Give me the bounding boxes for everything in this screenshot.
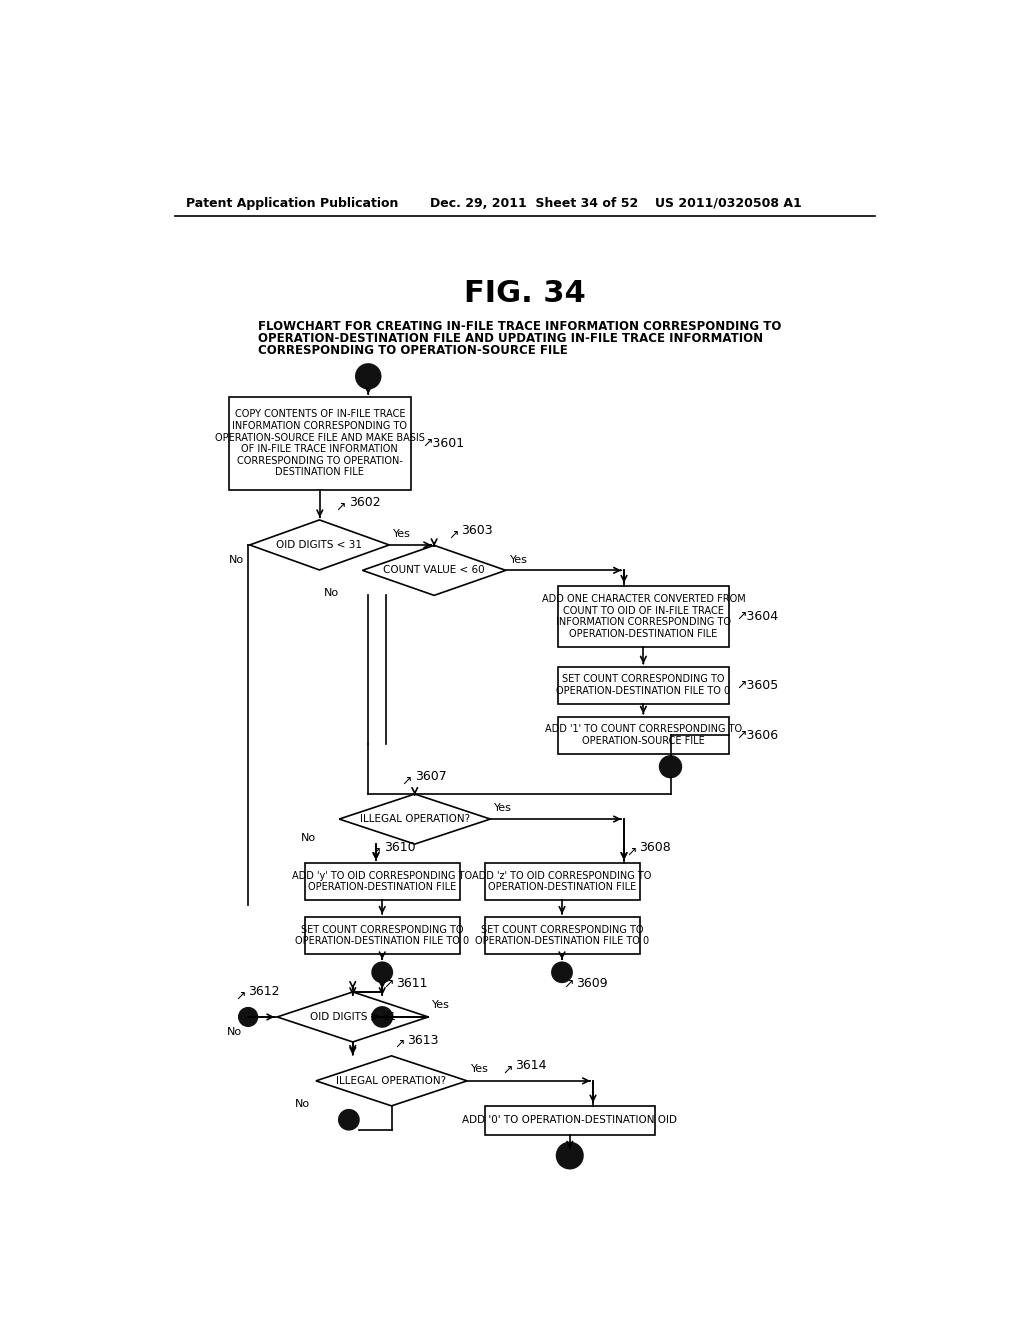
Text: SET COUNT CORRESPONDING TO
OPERATION-DESTINATION FILE TO 0: SET COUNT CORRESPONDING TO OPERATION-DES… (475, 924, 649, 946)
FancyBboxPatch shape (558, 667, 729, 704)
Text: 3608: 3608 (640, 841, 672, 854)
Polygon shape (316, 1056, 467, 1106)
Text: No: No (226, 1027, 242, 1038)
Circle shape (372, 962, 392, 982)
Text: ↗3606: ↗3606 (736, 729, 778, 742)
Polygon shape (339, 795, 490, 843)
Text: OPERATION-DESTINATION FILE AND UPDATING IN-FILE TRACE INFORMATION: OPERATION-DESTINATION FILE AND UPDATING … (258, 333, 763, 345)
Text: 3607: 3607 (415, 770, 446, 783)
Text: SET COUNT CORRESPONDING TO
OPERATION-DESTINATION FILE TO 0: SET COUNT CORRESPONDING TO OPERATION-DES… (556, 675, 730, 696)
Text: 3610: 3610 (384, 841, 416, 854)
Text: COPY CONTENTS OF IN-FILE TRACE
INFORMATION CORRESPONDING TO
OPERATION-SOURCE FIL: COPY CONTENTS OF IN-FILE TRACE INFORMATI… (215, 409, 425, 478)
Text: ↗: ↗ (336, 500, 346, 513)
Polygon shape (250, 520, 389, 570)
Text: SET COUNT CORRESPONDING TO
OPERATION-DESTINATION FILE TO 0: SET COUNT CORRESPONDING TO OPERATION-DES… (295, 924, 469, 946)
Text: No: No (324, 589, 339, 598)
Text: ↗3605: ↗3605 (736, 678, 778, 692)
Text: ADD '1' TO COUNT CORRESPONDING TO
OPERATION-SOURCE FILE: ADD '1' TO COUNT CORRESPONDING TO OPERAT… (545, 725, 742, 746)
Text: Dec. 29, 2011  Sheet 34 of 52: Dec. 29, 2011 Sheet 34 of 52 (430, 197, 639, 210)
Text: ADD 'z' TO OID CORRESPONDING TO
OPERATION-DESTINATION FILE: ADD 'z' TO OID CORRESPONDING TO OPERATIO… (472, 871, 651, 892)
Text: ADD 'y' TO OID CORRESPONDING TO
OPERATION-DESTINATION FILE: ADD 'y' TO OID CORRESPONDING TO OPERATIO… (292, 871, 472, 892)
Text: ↗: ↗ (449, 528, 459, 541)
Text: Yes: Yes (432, 999, 451, 1010)
Circle shape (552, 962, 572, 982)
Polygon shape (362, 545, 506, 595)
Text: No: No (229, 556, 245, 565)
FancyBboxPatch shape (558, 586, 729, 647)
FancyBboxPatch shape (558, 717, 729, 754)
Text: ↗: ↗ (401, 775, 412, 788)
Text: ADD '0' TO OPERATION-DESTINATION OID: ADD '0' TO OPERATION-DESTINATION OID (462, 1115, 677, 1125)
Text: No: No (301, 833, 316, 843)
Text: ↗: ↗ (383, 977, 393, 990)
Text: ↗3601: ↗3601 (423, 437, 465, 450)
Text: 3613: 3613 (407, 1034, 438, 1047)
Text: ILLEGAL OPERATION?: ILLEGAL OPERATION? (359, 814, 470, 824)
Text: OID DIGITS = 31: OID DIGITS = 31 (309, 1012, 395, 1022)
FancyBboxPatch shape (484, 917, 640, 954)
Text: 3614: 3614 (515, 1059, 547, 1072)
Text: ILLEGAL OPERATION?: ILLEGAL OPERATION? (337, 1076, 446, 1086)
Text: ↗: ↗ (371, 846, 381, 859)
Text: FLOWCHART FOR CREATING IN-FILE TRACE INFORMATION CORRESPONDING TO: FLOWCHART FOR CREATING IN-FILE TRACE INF… (258, 319, 781, 333)
Text: OID DIGITS < 31: OID DIGITS < 31 (276, 540, 362, 550)
Text: ADD ONE CHARACTER CONVERTED FROM
COUNT TO OID OF IN-FILE TRACE
INFORMATION CORRE: ADD ONE CHARACTER CONVERTED FROM COUNT T… (542, 594, 745, 639)
Text: ↗: ↗ (503, 1064, 513, 1077)
Text: 3609: 3609 (575, 977, 607, 990)
Text: Yes: Yes (510, 554, 527, 565)
Text: COUNT VALUE < 60: COUNT VALUE < 60 (383, 565, 485, 576)
Text: ↗: ↗ (234, 990, 246, 1003)
Circle shape (372, 1007, 392, 1027)
Text: Patent Application Publication: Patent Application Publication (186, 197, 398, 210)
Text: FIG. 34: FIG. 34 (464, 279, 586, 308)
Text: ↗: ↗ (394, 1038, 404, 1051)
Text: Yes: Yes (471, 1064, 488, 1073)
FancyBboxPatch shape (305, 863, 460, 900)
Text: ↗3604: ↗3604 (736, 610, 778, 623)
Text: ↗: ↗ (627, 846, 637, 859)
Text: 3602: 3602 (349, 496, 381, 510)
Text: Yes: Yes (393, 529, 411, 539)
FancyBboxPatch shape (228, 397, 411, 490)
Text: 3611: 3611 (396, 977, 428, 990)
Text: 3612: 3612 (248, 985, 280, 998)
Circle shape (557, 1142, 583, 1168)
FancyBboxPatch shape (484, 1106, 655, 1135)
Polygon shape (278, 991, 428, 1041)
Text: No: No (295, 1100, 309, 1109)
Text: US 2011/0320508 A1: US 2011/0320508 A1 (655, 197, 802, 210)
FancyBboxPatch shape (484, 863, 640, 900)
FancyBboxPatch shape (305, 917, 460, 954)
Text: ↗: ↗ (563, 977, 573, 990)
Circle shape (339, 1110, 359, 1130)
Text: Yes: Yes (495, 804, 512, 813)
Text: CORRESPONDING TO OPERATION-SOURCE FILE: CORRESPONDING TO OPERATION-SOURCE FILE (258, 345, 568, 358)
Circle shape (659, 756, 681, 777)
Text: 3603: 3603 (461, 524, 493, 537)
Circle shape (356, 364, 381, 388)
Circle shape (239, 1007, 257, 1026)
